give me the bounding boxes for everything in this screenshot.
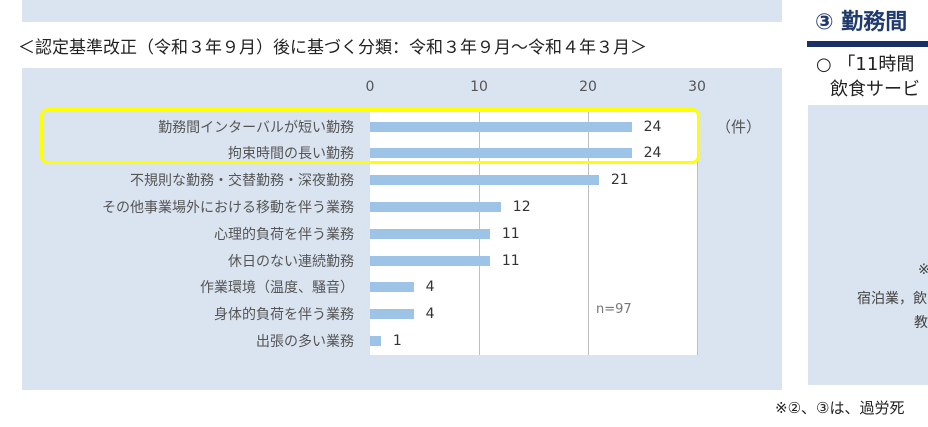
x-tick-label: 0 [365, 79, 375, 95]
data-label: 4 [425, 306, 435, 323]
gridline [588, 112, 589, 355]
gridline [697, 112, 698, 355]
bar [370, 255, 490, 266]
data-label: 24 [643, 145, 662, 162]
data-label: 11 [501, 252, 520, 269]
right-text-line-2: 飲食サービ [830, 79, 920, 100]
bar [370, 148, 632, 159]
data-label: 21 [610, 172, 629, 189]
top-panel [22, 0, 782, 22]
footnote: ※②、③は、過労死 [775, 399, 905, 417]
bar [370, 309, 414, 320]
category-label: 出張の多い業務 [256, 333, 354, 350]
category-label: 勤務間インターバルが短い勤務 [158, 119, 354, 136]
x-tick-label: 10 [470, 79, 488, 95]
right-box-text-3: 教 [914, 315, 928, 331]
bar [370, 282, 414, 293]
sample-size-annotation: n=97 [596, 302, 632, 317]
x-tick-label: 20 [579, 79, 597, 95]
category-label: 心理的負荷を伴う業務 [214, 226, 354, 243]
category-label: 身体的負荷を伴う業務 [214, 307, 354, 324]
bar [370, 228, 490, 239]
right-section-title: ③ 勤務間 [815, 10, 908, 35]
data-label: 11 [501, 225, 520, 242]
category-label: その他事業場外における移動を伴う業務 [102, 199, 354, 216]
title-underline [807, 41, 928, 47]
category-label: 休日のない連続勤務 [228, 253, 354, 270]
highlight-box [40, 108, 700, 164]
unit-label: （件） [716, 118, 762, 136]
right-box-text-2: 宿泊業，飲 [857, 291, 927, 307]
data-label: 4 [425, 279, 435, 296]
category-label: 作業環境（温度、騒音） [200, 280, 354, 297]
x-tick-label: 30 [688, 79, 706, 95]
category-label: 不規則な勤務・交替勤務・深夜勤務 [130, 173, 354, 190]
right-box-text-1: ※ [918, 262, 928, 278]
right-text-line-1: ○ 「11時間 [816, 54, 915, 75]
chart-section-title: ＜認定基準改正（令和３年９月）後に基づく分類：令和３年９月～令和４年３月＞ [18, 38, 647, 58]
bar [370, 335, 381, 346]
bar [370, 201, 501, 212]
bar [370, 175, 599, 186]
data-label: 24 [643, 118, 662, 135]
data-label: 1 [392, 332, 402, 349]
bar [370, 121, 632, 132]
category-label: 拘束時間の長い勤務 [228, 146, 354, 163]
data-label: 12 [512, 198, 531, 215]
right-chart-panel [808, 105, 928, 385]
